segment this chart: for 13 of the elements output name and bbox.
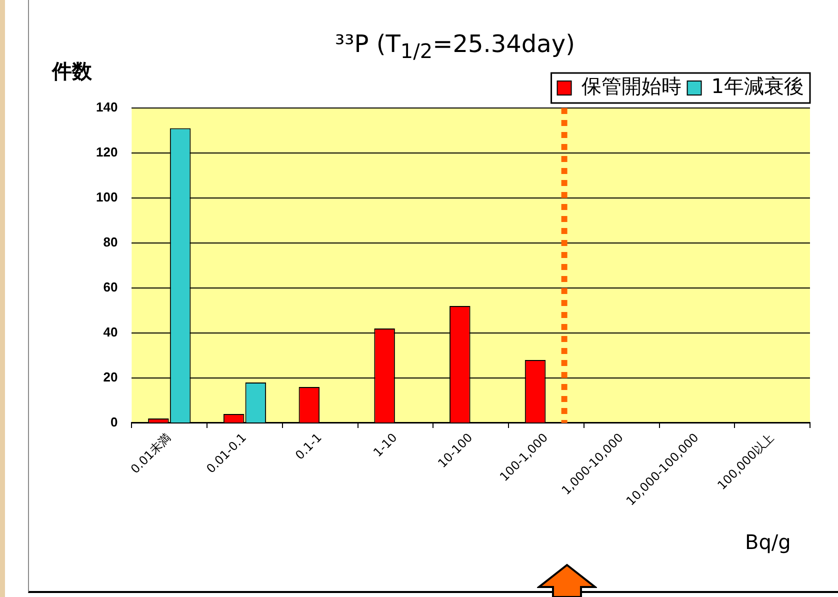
legend-label: 保管開始時: [581, 74, 682, 98]
y-tick-label: 20: [103, 370, 118, 385]
y-tick-label: 80: [103, 234, 118, 250]
legend-label: 1年減衰後: [711, 74, 804, 98]
y-tick-label: 60: [103, 280, 118, 295]
x-axis-title: Bq/g: [745, 530, 791, 554]
y-tick-label: 100: [96, 190, 118, 205]
y-tick-label: 120: [96, 144, 118, 160]
y-tick-label: 40: [103, 324, 118, 340]
y-tick-label: 0: [110, 414, 118, 430]
y-tick-label: 140: [96, 100, 118, 115]
chart-title: ³³P (T$_{1/2}$=25.34day): [334, 30, 576, 63]
y-axis-title: 件数: [52, 58, 92, 85]
